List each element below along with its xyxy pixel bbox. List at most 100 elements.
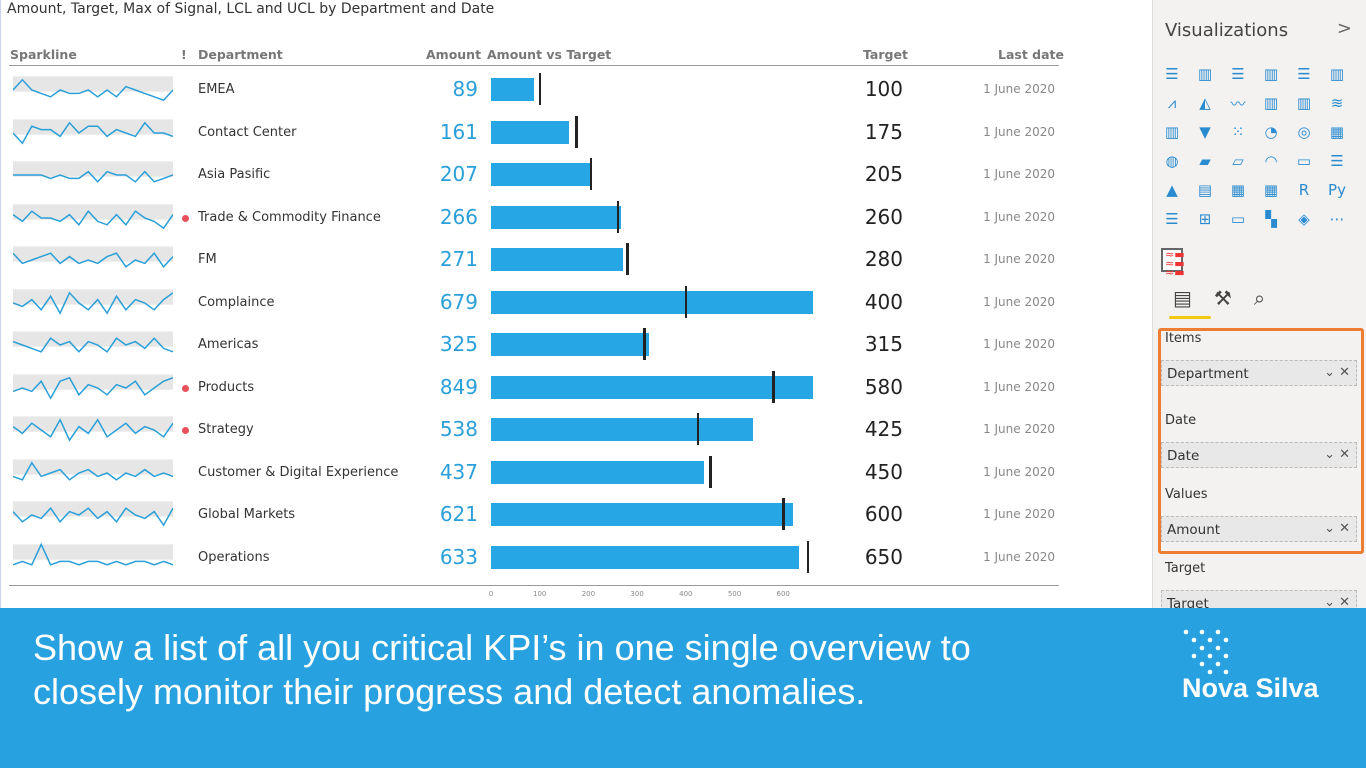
axis-tick-label: 100 — [533, 590, 547, 598]
amount-bar[interactable] — [491, 120, 570, 144]
amount-bar[interactable] — [491, 503, 794, 526]
visual-type-icon[interactable]: ▥ — [1164, 123, 1180, 141]
table-row[interactable]: Americas 325 315 1 June 2020 — [1, 324, 1061, 366]
table-row[interactable]: FM 271 280 1 June 2020 — [1, 239, 1061, 281]
visual-type-icon[interactable]: ☰ — [1297, 65, 1311, 83]
table-row[interactable]: Products 849 580 1 June 2020 — [1, 367, 1061, 409]
target-value: 650 — [864, 544, 903, 569]
visual-type-icon[interactable]: R — [1298, 181, 1310, 199]
visual-type-icon[interactable]: ▦ — [1329, 123, 1345, 141]
sparkline-line — [13, 121, 173, 144]
amount-bar[interactable] — [491, 248, 623, 271]
table-row[interactable]: Strategy 538 425 1 June 2020 — [1, 409, 1061, 451]
visual-type-icon[interactable]: ▦ — [1230, 181, 1246, 199]
visual-type-icon[interactable]: ⁙ — [1231, 123, 1245, 141]
format-paint-roller-icon[interactable]: ⚒ — [1213, 286, 1232, 310]
amount-bar[interactable] — [491, 290, 813, 314]
chevron-down-close-icon[interactable]: ⌄ ✕ — [1324, 521, 1350, 536]
visual-type-icon[interactable]: ⊞ — [1198, 210, 1212, 228]
last-date: 1 June 2020 — [983, 507, 1055, 521]
visual-type-icon[interactable]: ▥ — [1197, 65, 1213, 83]
amount-bar[interactable] — [491, 163, 592, 186]
header-target[interactable]: Target — [863, 47, 908, 62]
visual-type-icon[interactable]: ⩘ — [1167, 94, 1177, 112]
table-row[interactable]: Complaince 679 400 1 June 2020 — [1, 282, 1061, 324]
amount-bar[interactable] — [491, 545, 800, 569]
header-amount-vs-target[interactable]: Amount vs Target — [487, 47, 612, 62]
visual-type-icon[interactable]: ▭ — [1230, 210, 1246, 228]
visual-type-icon[interactable]: ▲ — [1166, 181, 1178, 199]
visual-type-icon[interactable]: ▚ — [1265, 210, 1277, 228]
visual-type-icon[interactable]: ☰ — [1330, 152, 1344, 170]
control-band — [13, 458, 173, 475]
table-row[interactable]: Contact Center 161 175 1 June 2020 — [1, 112, 1061, 154]
table-row[interactable]: Asia Pasific 207 205 1 June 2020 — [1, 154, 1061, 196]
amount-bar[interactable] — [491, 460, 704, 484]
amount-value: 538 — [439, 417, 478, 441]
amount-bar[interactable] — [491, 205, 621, 229]
visual-type-icon[interactable]: ⋯ — [1329, 210, 1345, 228]
amount-bar[interactable] — [491, 375, 813, 399]
visual-type-icon[interactable]: ▦ — [1263, 181, 1279, 199]
visual-type-icon[interactable]: ▥ — [1329, 65, 1345, 83]
header-amount[interactable]: Amount — [426, 47, 482, 62]
analytics-magnifier-icon[interactable]: ⌕ — [1253, 286, 1266, 310]
custom-kpi-visual-icon[interactable]: ≈▬ ≈▬ ≈▬ — [1161, 248, 1185, 278]
amount-bar[interactable] — [491, 418, 753, 441]
last-date: 1 June 2020 — [983, 337, 1055, 351]
logo-dot — [1207, 669, 1213, 675]
logo-dot — [1215, 645, 1221, 651]
well-value: Amount — [1167, 522, 1221, 538]
visual-type-icon[interactable]: ☰ — [1165, 65, 1179, 83]
logo-text: Nova Silva — [1182, 673, 1319, 703]
table-row[interactable]: Trade & Commodity Finance 266 260 1 June… — [1, 197, 1061, 239]
axis-tick-label: 400 — [679, 590, 693, 598]
table-row[interactable]: EMEA 89 100 1 June 2020 — [1, 69, 1061, 111]
fields-tab-icon[interactable]: ▤ — [1173, 286, 1192, 310]
table-row[interactable]: Operations 633 650 1 June 2020 — [1, 537, 1061, 579]
visual-type-icon[interactable]: ▥ — [1296, 94, 1312, 112]
visual-type-icon[interactable]: ◍ — [1165, 152, 1179, 170]
well-items[interactable]: Department ⌄ ✕ — [1161, 360, 1357, 386]
visual-type-icon[interactable]: ▥ — [1263, 65, 1279, 83]
visual-type-icon[interactable]: ◔ — [1264, 123, 1278, 141]
chevron-down-close-icon[interactable]: ⌄ ✕ — [1324, 447, 1350, 462]
visual-type-icon[interactable]: ▥ — [1263, 94, 1279, 112]
visual-type-icon[interactable]: ▰ — [1199, 152, 1211, 170]
chevron-right-icon[interactable]: > — [1336, 18, 1352, 39]
visual-type-icon[interactable]: ≋ — [1330, 94, 1344, 112]
header-last-date[interactable]: Last date — [998, 47, 1065, 62]
well-values[interactable]: Amount ⌄ ✕ — [1161, 516, 1357, 542]
visual-type-icon[interactable]: ▼ — [1199, 123, 1211, 141]
visual-type-icon[interactable]: ◠ — [1264, 152, 1278, 170]
amount-bar[interactable] — [491, 333, 650, 356]
table-row[interactable]: Customer & Digital Experience 437 450 1 … — [1, 452, 1061, 494]
sparkline-line — [13, 252, 173, 268]
logo-dot — [1223, 653, 1229, 659]
header-department[interactable]: Department — [198, 47, 283, 62]
visual-type-icon[interactable]: ▱ — [1232, 152, 1244, 170]
target-value: 205 — [864, 162, 903, 186]
visual-type-icon[interactable]: ◎ — [1297, 123, 1311, 141]
visual-type-icon[interactable]: ☰ — [1231, 65, 1245, 83]
caption-text: Show a list of all you critical KPI’s in… — [33, 626, 971, 714]
chevron-down-close-icon[interactable]: ⌄ ✕ — [1324, 595, 1350, 610]
nova-silva-logo-dots — [1183, 629, 1229, 675]
visual-type-icon[interactable]: ▤ — [1197, 181, 1213, 199]
visual-type-icon[interactable]: Py — [1328, 181, 1346, 199]
visual-type-icon[interactable]: ☰ — [1165, 210, 1179, 228]
table-row[interactable]: Global Markets 621 600 1 June 2020 — [1, 494, 1061, 536]
visual-type-icon[interactable]: 〰 — [1230, 94, 1246, 113]
visual-type-icon[interactable]: ◭ — [1199, 94, 1211, 112]
visual-type-icon[interactable]: ▭ — [1296, 152, 1312, 170]
header-sparkline[interactable]: Sparkline — [10, 47, 77, 62]
logo-dot — [1199, 645, 1205, 651]
last-date: 1 June 2020 — [983, 294, 1055, 309]
target-marker — [684, 285, 688, 318]
amount-bar[interactable] — [491, 78, 535, 101]
well-date[interactable]: Date ⌄ ✕ — [1161, 442, 1357, 468]
chevron-down-close-icon[interactable]: ⌄ ✕ — [1324, 365, 1350, 380]
header-alert[interactable]: ! — [181, 47, 187, 62]
amount-value: 325 — [439, 332, 478, 356]
visual-type-icon[interactable]: ◈ — [1298, 210, 1310, 228]
